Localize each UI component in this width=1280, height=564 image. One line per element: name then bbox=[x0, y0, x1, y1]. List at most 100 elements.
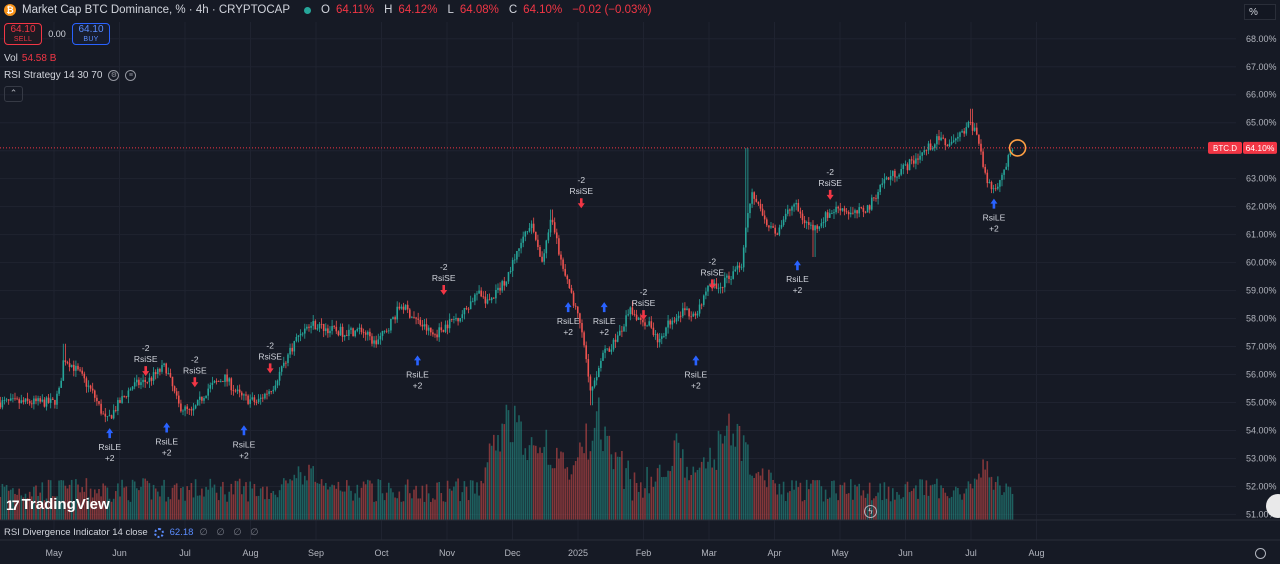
candle-body bbox=[921, 152, 923, 156]
candle-body bbox=[150, 377, 153, 381]
symbol-title[interactable]: Market Cap BTC Dominance, % · 4h · CRYPT… bbox=[22, 4, 290, 16]
candle-body bbox=[583, 332, 585, 346]
volume-bar bbox=[986, 461, 989, 520]
candle-body bbox=[616, 335, 619, 342]
avatar[interactable] bbox=[1266, 494, 1280, 518]
candle-body bbox=[303, 328, 306, 334]
candle-body bbox=[165, 363, 167, 374]
candle-body bbox=[112, 410, 115, 419]
volume-bar bbox=[839, 484, 842, 520]
volume-bar bbox=[621, 450, 623, 520]
volume-bar bbox=[824, 489, 827, 520]
volume-bar bbox=[47, 479, 50, 520]
volume-bar bbox=[593, 427, 596, 520]
volume-bar bbox=[0, 496, 2, 520]
volume-bar bbox=[721, 443, 724, 520]
volume-bar bbox=[222, 481, 224, 520]
candle-body bbox=[369, 331, 371, 337]
sell-price: 64.10 bbox=[10, 24, 36, 35]
volume-bar bbox=[455, 481, 457, 520]
volume-bar bbox=[362, 481, 365, 520]
price-change: −0.02 (−0.03%) bbox=[572, 4, 652, 16]
candle-body bbox=[597, 367, 600, 378]
volume-bar bbox=[990, 476, 993, 520]
volume-bar bbox=[28, 491, 31, 520]
volume-bar bbox=[476, 482, 478, 520]
volume-bar bbox=[894, 499, 896, 520]
candle-body bbox=[297, 335, 300, 338]
volume-bar bbox=[660, 477, 663, 520]
market-status-icon[interactable] bbox=[304, 6, 311, 14]
volume-bar bbox=[478, 495, 480, 520]
buy-signal-label: RsiLE bbox=[557, 316, 580, 326]
candle-body bbox=[301, 333, 304, 335]
candle-body bbox=[931, 148, 934, 150]
candle-body bbox=[969, 122, 972, 123]
volume-bar bbox=[782, 481, 785, 520]
candle-body bbox=[177, 395, 180, 404]
volume-bar bbox=[646, 466, 648, 520]
percent-scale-button[interactable]: % bbox=[1244, 4, 1276, 20]
candle-body bbox=[900, 168, 902, 175]
candle-body bbox=[121, 396, 123, 403]
sell-signal-label: RsiSE bbox=[569, 186, 593, 196]
volume-bar bbox=[988, 477, 991, 520]
chevron-up-icon[interactable]: ⌃ bbox=[4, 86, 23, 102]
candle-body bbox=[975, 127, 978, 135]
volume-bar bbox=[461, 492, 464, 520]
volume-bar bbox=[224, 494, 226, 520]
volume-bar bbox=[127, 500, 130, 520]
candle-body bbox=[761, 208, 764, 216]
volume-bar bbox=[33, 486, 35, 520]
volume-bar bbox=[740, 460, 743, 520]
candle-body bbox=[247, 395, 249, 404]
loading-icon bbox=[153, 527, 164, 538]
candle-body bbox=[887, 177, 890, 180]
candle-body bbox=[520, 242, 522, 249]
candle-body bbox=[188, 409, 191, 410]
candle-body bbox=[184, 406, 186, 411]
volume-bar bbox=[975, 479, 978, 520]
symbol-tag-label: BTC.D bbox=[1213, 144, 1237, 153]
candle-body bbox=[211, 382, 214, 385]
candle-body bbox=[455, 317, 457, 320]
volume-bar bbox=[138, 490, 140, 520]
candle-body bbox=[20, 400, 23, 404]
candle-body bbox=[219, 381, 222, 382]
candle-body bbox=[566, 275, 569, 280]
volume-bar bbox=[818, 480, 821, 520]
volume-bar bbox=[93, 489, 96, 520]
candle-body bbox=[234, 390, 237, 392]
candle-body bbox=[438, 327, 440, 338]
volume-bar bbox=[528, 445, 531, 520]
tradingview-logo[interactable]: 17 TradingView bbox=[6, 496, 110, 513]
price-tick-label: 54.00% bbox=[1246, 425, 1277, 435]
sell-button[interactable]: 64.10 SELL bbox=[4, 23, 42, 45]
buy-button[interactable]: 64.10 BUY bbox=[72, 23, 110, 45]
volume-bar bbox=[190, 483, 193, 520]
candle-body bbox=[381, 331, 384, 336]
volume-bar bbox=[602, 451, 604, 520]
candle-body bbox=[492, 297, 495, 299]
volume-bar bbox=[198, 495, 201, 520]
volume-legend[interactable]: Vol 54.58 B bbox=[4, 53, 56, 64]
candle-body bbox=[568, 279, 571, 289]
candle-body bbox=[545, 240, 548, 254]
candle-body bbox=[54, 399, 56, 405]
symbol-legend: ₿ Market Cap BTC Dominance, % · 4h · CRY… bbox=[4, 4, 655, 16]
strategy-legend[interactable]: RSI Strategy 14 30 70 ⚙ ≡ bbox=[4, 70, 137, 81]
rsi-indicator-legend[interactable]: RSI Divergence Indicator 14 close 62.18 … bbox=[4, 527, 261, 538]
gear-icon[interactable] bbox=[1255, 548, 1266, 559]
strategy-report-icon[interactable]: ≡ bbox=[125, 70, 137, 81]
candle-body bbox=[988, 182, 991, 184]
volume-bar bbox=[898, 494, 900, 520]
candle-body bbox=[259, 397, 262, 399]
time-tick-label: Aug bbox=[242, 548, 258, 558]
lightning-icon[interactable]: ϟ bbox=[864, 505, 877, 518]
strategy-settings-icon[interactable]: ⚙ bbox=[108, 70, 120, 81]
volume-bar bbox=[705, 468, 707, 520]
time-tick-label: May bbox=[831, 548, 849, 558]
candle-body bbox=[728, 275, 730, 279]
price-tick-label: 65.00% bbox=[1246, 118, 1277, 128]
